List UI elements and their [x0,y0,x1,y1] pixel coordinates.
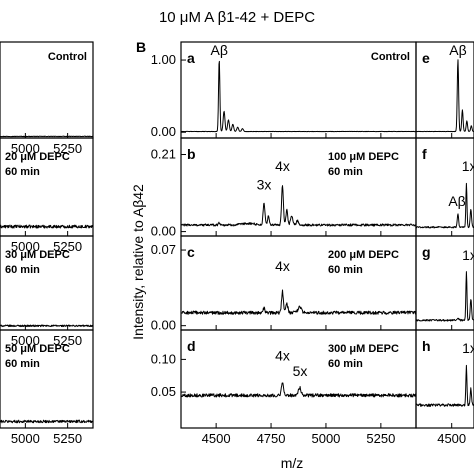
spectrum-trace [416,271,474,322]
panel-d: 4500 4750 5000 5250 0.05 0.10 d 300 μM DEPC 60 m… [151,329,417,446]
spectrum-trace [181,289,416,315]
x-tick-label: 5250 [53,141,82,156]
y-tick-label: 0.00 [151,124,176,139]
peak-annotation: 4x [275,347,290,363]
condition-label: 60 min [5,358,40,370]
spectrum-trace [181,382,416,398]
y-tick-label: 0.00 [151,224,176,239]
peak-annotation: 3x [257,177,272,193]
condition-label: 50 μM DEPC [5,343,70,355]
condition-label: 100 μM DEPC [328,151,399,163]
condition-label: 300 μM DEPC [328,343,399,355]
panel-c: 0.00 0.07 c 200 μM DEPC 60 min 4x [151,235,417,333]
spectrum-trace [0,224,93,229]
peak-annotation: 4x [275,258,290,274]
spectrum-trace [0,324,93,328]
spectrum-trace [181,185,416,227]
x-tick-label: 4500 [202,431,231,446]
x-tick-label: 5000 [11,333,40,348]
panel-B-label: B [136,39,146,55]
peak-annotation: 1x [462,158,474,174]
condition-label: 60 min [5,264,40,276]
panel-f: f Aβ 1x [415,137,474,237]
spectrum-trace [181,60,416,133]
y-axis-label: Intensity, relative to Aβ42 [130,184,146,340]
peak-annotation: 1x [462,340,474,356]
panel-frame [415,329,474,429]
panel-letter: f [422,146,427,162]
condition-label: 60 min [328,166,363,178]
panel-letter: e [422,50,430,66]
x-tick-label: 5000 [11,431,40,446]
x-tick-label: 5000 [11,239,40,254]
y-tick-label: 0.00 [151,318,176,333]
condition-label: 60 min [328,358,363,370]
x-axis-label: m/z [281,455,304,471]
panel-letter: g [422,244,431,260]
peak-annotation: Aβ [211,42,228,58]
spectrum-trace [416,364,474,407]
peak-annotation: 5x [293,363,308,379]
peak-annotation: Aβ [448,193,465,209]
condition-label: Control [48,51,87,63]
panel-frame [0,329,94,429]
spectrum-trace [416,59,474,133]
panel-letter: c [187,244,195,260]
condition-label: 30 μM DEPC [5,249,70,261]
panel-letter: h [422,338,431,354]
y-tick-label: 0.07 [151,242,176,257]
panel-letter: a [187,50,195,66]
panel-left-1: 5000 5250 Control [0,41,94,156]
y-tick-label: 0.10 [151,351,176,366]
x-tick-label: 5000 [311,431,340,446]
x-tick-label: 5250 [53,431,82,446]
condition-label: 20 μM DEPC [5,151,70,163]
x-tick-label: 5250 [53,239,82,254]
peak-annotation: Aβ [449,42,466,58]
x-tick-label: 4500 [437,431,466,446]
panel-e: e Aβ [415,41,474,139]
panel-letter: b [187,146,196,162]
y-tick-label: 0.05 [151,384,176,399]
spectrum-trace [416,182,474,229]
x-tick-label: 5250 [53,333,82,348]
panel-a: 0.00 1.00 a Control Aβ [151,41,417,139]
condition-label: 60 min [5,166,40,178]
y-tick-label: 1.00 [151,52,176,67]
x-tick-label: 5000 [11,141,40,156]
condition-label: 200 μM DEPC [328,249,399,261]
panel-letter: d [187,338,196,354]
figure-title: 10 μM A β1-42 + DEPC [159,9,315,26]
spectrum-trace [0,419,93,424]
peak-annotation: 4x [275,158,290,174]
condition-label: 60 min [328,264,363,276]
condition-label: Control [371,51,410,63]
x-tick-label: 5250 [366,431,395,446]
x-tick-label: 4750 [257,431,286,446]
peak-annotation: 1x [462,247,474,263]
panel-g: g 1x [415,235,474,331]
y-tick-label: 0.21 [151,147,176,162]
panel-h: 4500 h 1x [415,329,474,446]
